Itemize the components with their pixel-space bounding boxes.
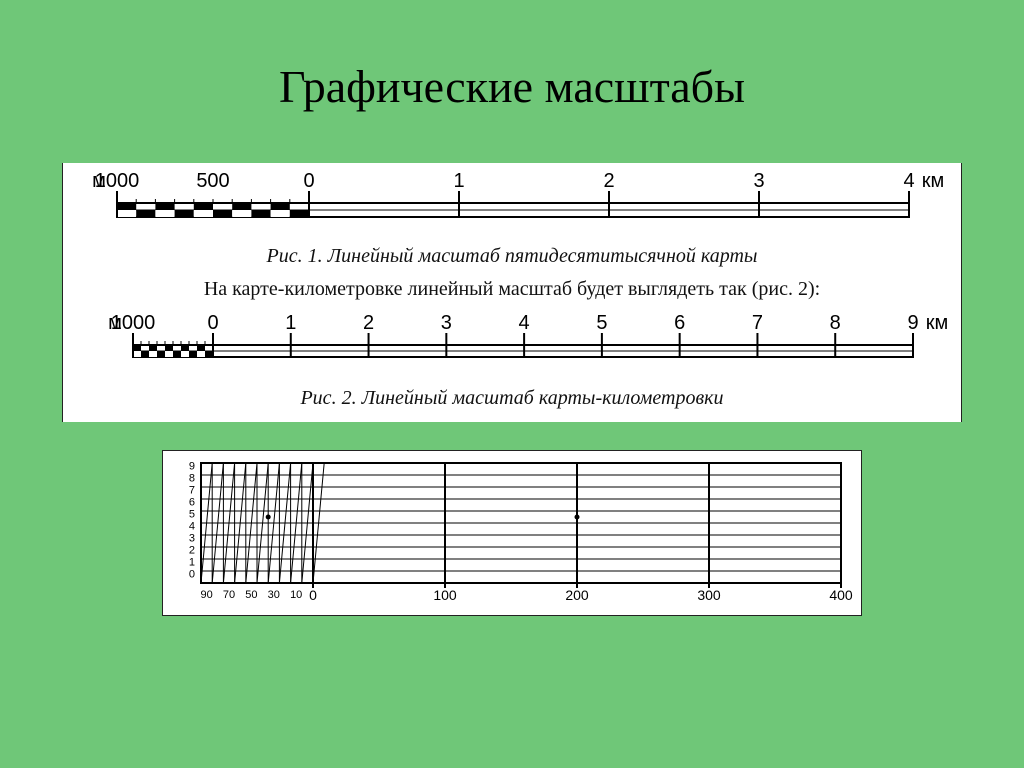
svg-text:90: 90 (200, 589, 212, 601)
svg-text:2: 2 (363, 312, 374, 334)
svg-text:5: 5 (596, 312, 607, 334)
svg-text:2: 2 (603, 170, 614, 192)
svg-text:100: 100 (433, 587, 457, 603)
svg-text:1000: 1000 (111, 312, 156, 334)
scale2-caption: Рис. 2. Линейный масштаб карты-километро… (77, 383, 947, 412)
svg-text:4: 4 (903, 170, 914, 192)
svg-text:1: 1 (453, 170, 464, 192)
svg-text:3: 3 (753, 170, 764, 192)
svg-text:1: 1 (285, 312, 296, 334)
svg-text:8: 8 (830, 312, 841, 334)
svg-text:50: 50 (245, 589, 257, 601)
svg-text:3: 3 (189, 532, 195, 544)
svg-text:км: км (922, 170, 945, 192)
svg-text:1: 1 (189, 556, 195, 568)
linear-scale-1: мкм100050001234 (77, 169, 949, 241)
linear-scale-2: мкм10000123456789 (77, 311, 949, 383)
svg-text:5: 5 (189, 508, 195, 520)
svg-text:0: 0 (309, 587, 317, 603)
svg-text:10: 10 (290, 589, 302, 601)
transversal-scale-panel: 987654321001002003004009070503010 (162, 450, 862, 616)
svg-text:70: 70 (223, 589, 235, 601)
svg-text:500: 500 (196, 170, 229, 192)
svg-text:200: 200 (565, 587, 589, 603)
svg-text:км: км (926, 312, 949, 334)
page-title: Графические масштабы (40, 60, 984, 113)
svg-text:7: 7 (752, 312, 763, 334)
linear-scales-panel: мкм100050001234 Рис. 1. Линейный масштаб… (62, 163, 962, 422)
svg-text:30: 30 (268, 589, 280, 601)
svg-text:2: 2 (189, 544, 195, 556)
scale1-caption: Рис. 1. Линейный масштаб пятидесятитысяч… (77, 241, 947, 270)
svg-text:8: 8 (189, 472, 195, 484)
svg-text:300: 300 (697, 587, 721, 603)
svg-text:7: 7 (189, 484, 195, 496)
svg-text:0: 0 (189, 568, 195, 580)
svg-text:0: 0 (303, 170, 314, 192)
svg-text:9: 9 (189, 460, 195, 472)
svg-text:6: 6 (189, 496, 195, 508)
svg-text:1000: 1000 (95, 170, 140, 192)
svg-text:4: 4 (189, 520, 195, 532)
svg-text:6: 6 (674, 312, 685, 334)
svg-text:4: 4 (519, 312, 530, 334)
mid-text: На карте-километровке линейный масштаб б… (77, 270, 947, 311)
svg-text:3: 3 (441, 312, 452, 334)
svg-text:400: 400 (829, 587, 853, 603)
svg-text:0: 0 (207, 312, 218, 334)
transversal-scale: 987654321001002003004009070503010 (173, 457, 853, 607)
svg-text:9: 9 (907, 312, 918, 334)
